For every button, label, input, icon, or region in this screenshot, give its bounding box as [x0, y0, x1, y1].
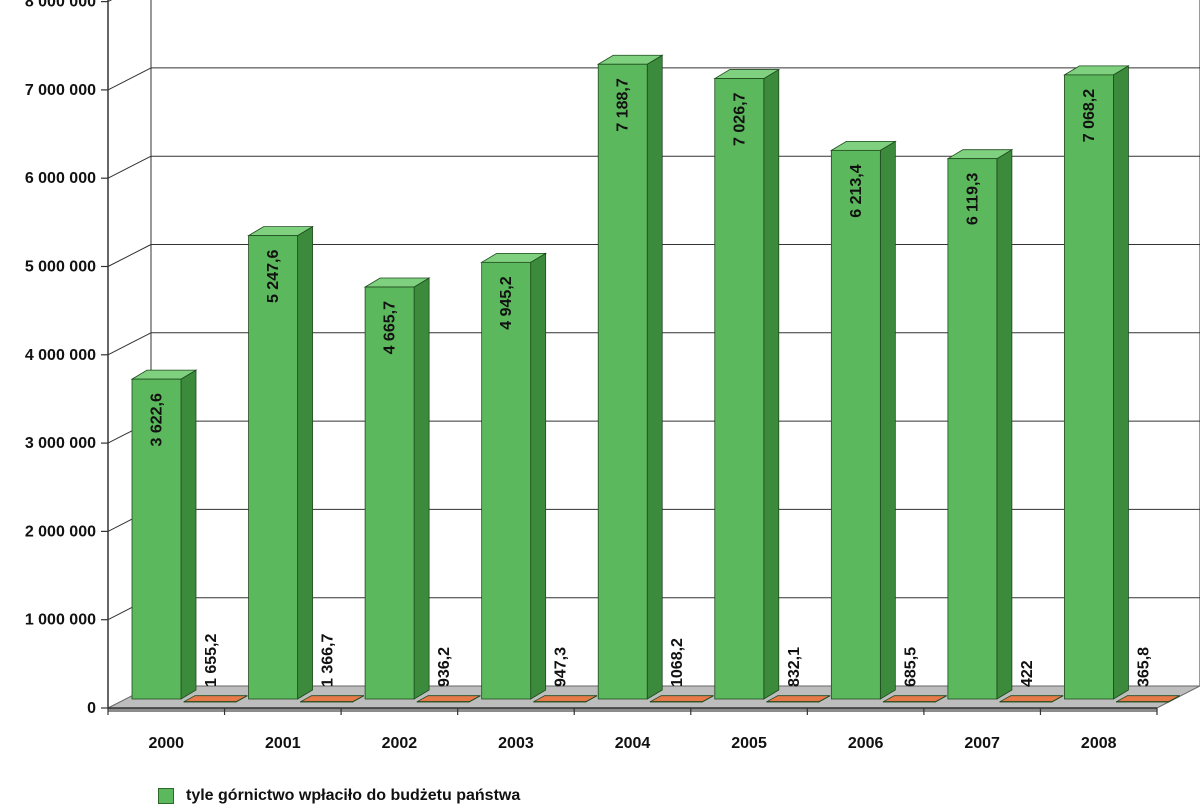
bar-orange-top [1116, 696, 1179, 702]
bar-orange-top [767, 696, 830, 702]
bar-green-5 247,6-front [249, 236, 298, 699]
data-label: 6 119,3 [964, 173, 981, 226]
bar-green-6 213,4-side [880, 141, 895, 699]
data-label: 947,3 [553, 647, 570, 687]
y-tick-label: 4 000 000 [25, 347, 96, 364]
x-tick-label: 2002 [382, 735, 418, 752]
data-label: 365,8 [1135, 647, 1152, 687]
bar-green-4 945,2-side [531, 253, 546, 699]
x-tick-label: 2000 [148, 735, 184, 752]
data-label: 422 [1019, 660, 1036, 687]
bar-orange-top [1000, 696, 1063, 702]
bar-green-6 213,4-front [831, 150, 880, 699]
x-tick-label: 2003 [498, 735, 534, 752]
x-tick-label: 2007 [964, 735, 1000, 752]
y-tick-label: 2 000 000 [25, 523, 96, 540]
bar-green-7 188,7-front [598, 64, 647, 699]
data-label: 1 655,2 [203, 634, 220, 687]
bar-orange-top [534, 696, 597, 702]
data-label: 832,1 [786, 647, 803, 687]
y-tick-label: 0 [87, 700, 96, 717]
bar-orange-top [184, 696, 247, 702]
data-label: 6 213,4 [848, 164, 865, 217]
data-label: 685,5 [902, 647, 919, 687]
y-tick-label: 6 000 000 [25, 170, 96, 187]
data-label: 4 665,7 [382, 301, 399, 354]
bar-green-3 622,6-side [181, 370, 196, 699]
bar-green-7 026,7-front [715, 79, 764, 699]
bar-green-7 068,2-side [1113, 66, 1128, 699]
x-tick-label: 2008 [1081, 735, 1117, 752]
bar-green-6 119,3-side [997, 150, 1012, 699]
data-label: 7 026,7 [731, 92, 748, 145]
x-tick-label: 2001 [265, 735, 301, 752]
x-tick-label: 2004 [615, 735, 651, 752]
data-label: 936,2 [436, 647, 453, 687]
data-label: 1 366,7 [320, 634, 337, 687]
bar-orange-top [650, 696, 713, 702]
y-tick-label: 7 000 000 [25, 82, 96, 99]
data-label: 7 068,2 [1081, 89, 1098, 142]
y-tick-label: 8 000 000 [25, 0, 96, 11]
bar-green-6 119,3-front [948, 159, 997, 699]
y-tick-label: 1 000 000 [25, 612, 96, 629]
bar-green-7 068,2-front [1064, 75, 1113, 699]
bar-green-5 247,6-side [298, 227, 313, 699]
data-label: 5 247,6 [265, 250, 282, 303]
bar-orange-top [883, 696, 946, 702]
data-label: 4 945,2 [498, 276, 515, 329]
legend: tyle górnictwo wpłaciło do budżetu państ… [158, 786, 520, 806]
bar-green-7 188,7-side [647, 55, 662, 699]
y-tick-label: 3 000 000 [25, 435, 96, 452]
x-tick-label: 2005 [731, 735, 767, 752]
data-label: 1068,2 [669, 638, 686, 687]
bar-orange-top [301, 696, 364, 702]
legend-swatch-green [158, 788, 174, 804]
bar-green-7 026,7-side [764, 70, 779, 699]
bar-orange-top [417, 696, 480, 702]
data-label: 3 622,6 [149, 393, 166, 446]
bar-green-4 665,7-side [414, 278, 429, 699]
legend-label: tyle górnictwo wpłaciło do budżetu państ… [186, 787, 520, 805]
data-label: 7 188,7 [615, 78, 632, 131]
y-tick-label: 5 000 000 [25, 259, 96, 276]
x-tick-label: 2006 [848, 735, 884, 752]
